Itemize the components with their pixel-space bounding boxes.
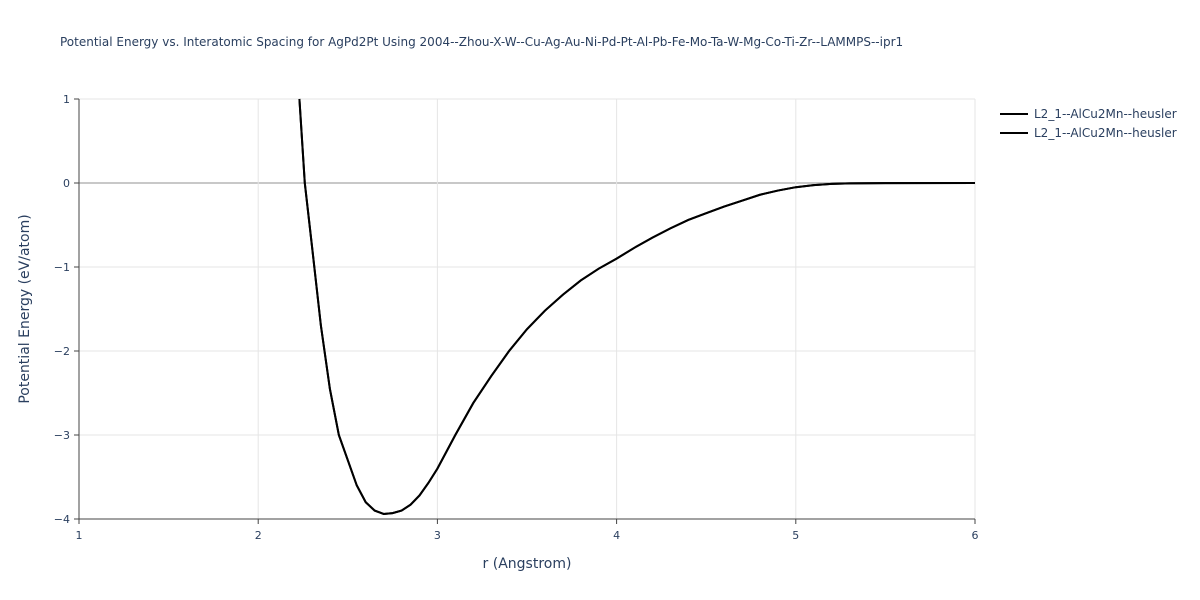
y-tick-label: −3 (54, 429, 70, 442)
y-tick-label: 1 (63, 93, 70, 106)
data-line (298, 98, 976, 515)
y-tick-label: −2 (54, 345, 70, 358)
x-axis-label: r (Angstrom) (483, 556, 572, 572)
y-axis-label: Potential Energy (eV/atom) (17, 214, 33, 403)
x-tick-label: 1 (76, 529, 83, 542)
y-tick-label: 0 (63, 177, 70, 190)
chart-title: Potential Energy vs. Interatomic Spacing… (60, 35, 903, 49)
x-tick-label: 4 (613, 529, 620, 542)
x-tick-label: 3 (434, 529, 441, 542)
legend-label: L2_1--AlCu2Mn--heusler (1034, 107, 1177, 121)
data-line (298, 98, 976, 515)
x-tick-label: 6 (972, 529, 979, 542)
y-tick-label: −4 (54, 513, 70, 526)
x-tick-label: 2 (255, 529, 262, 542)
legend-label: L2_1--AlCu2Mn--heusler (1034, 126, 1177, 140)
x-tick-label: 5 (792, 529, 799, 542)
y-tick-label: −1 (54, 261, 70, 274)
